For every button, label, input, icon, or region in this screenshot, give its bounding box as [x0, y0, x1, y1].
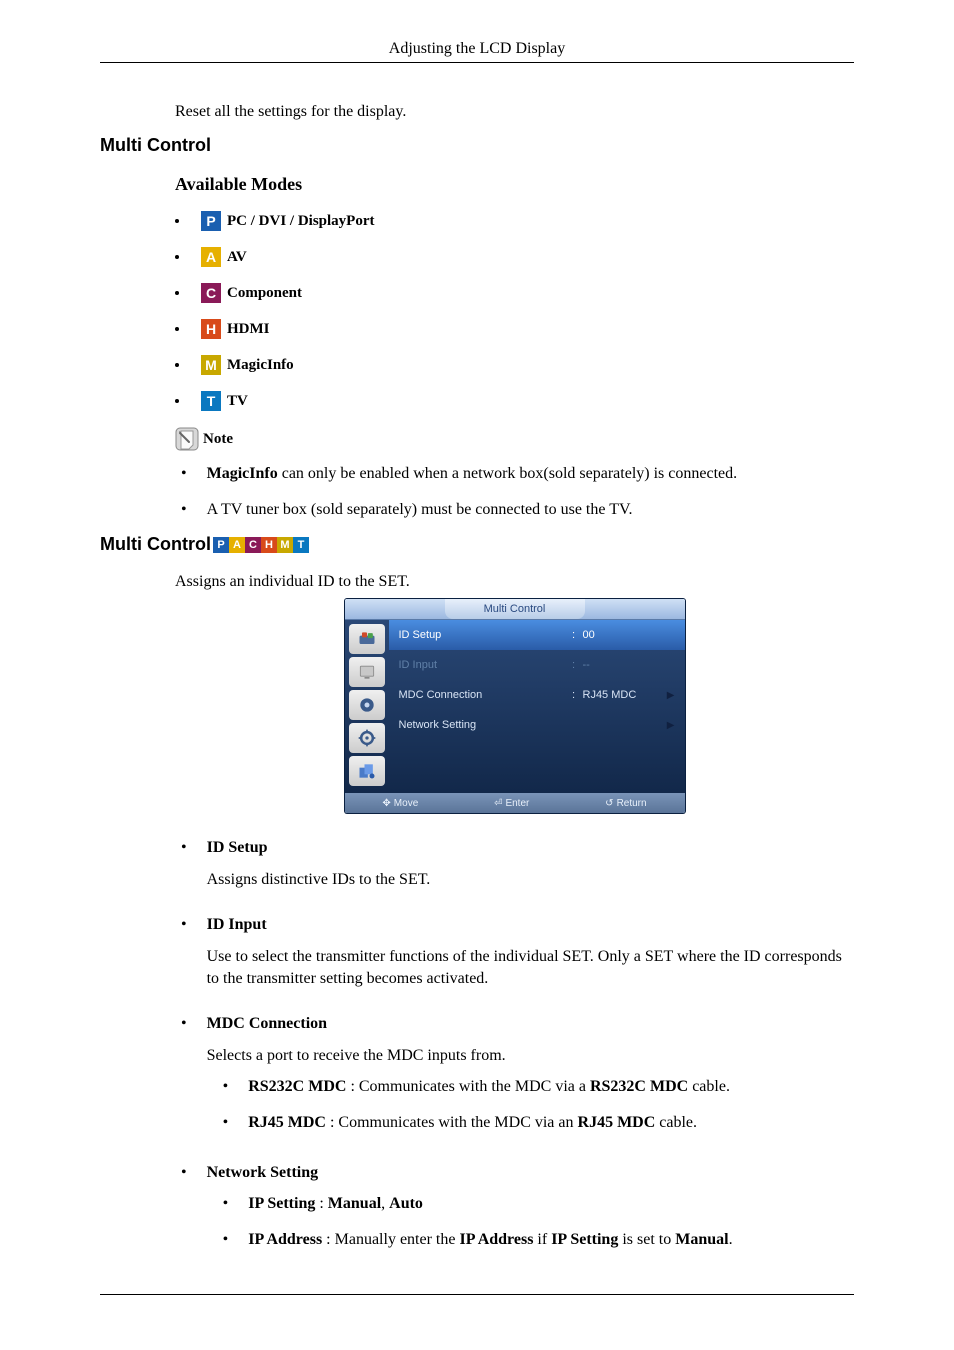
- osd-rows: ID Setup:00ID Input:--MDC Connection:RJ4…: [389, 620, 685, 793]
- mode-label: MagicInfo: [227, 357, 294, 374]
- id-setup-title: ID Setup: [207, 839, 268, 856]
- osd-side-picture-icon: [349, 657, 385, 687]
- section-multi-control: Multi Control: [100, 135, 854, 156]
- mode-label: Component: [227, 285, 302, 302]
- osd-side-input-icon: [349, 624, 385, 654]
- intro-text: Reset all the settings for the display.: [175, 103, 854, 121]
- details-list: • ID Setup Assigns distinctive IDs to th…: [175, 837, 854, 1264]
- assigns-text: Assigns an individual ID to the SET.: [175, 573, 854, 591]
- list-item: A AV: [175, 247, 854, 267]
- mode-icon: C: [201, 283, 221, 303]
- mode-label: AV: [227, 249, 247, 266]
- osd-return-hint: ↺ Return: [605, 798, 646, 809]
- id-input-title: ID Input: [207, 916, 267, 933]
- note-list: •MagicInfo can only be enabled when a ne…: [175, 463, 854, 520]
- note-label: Note: [203, 431, 233, 448]
- list-item: •IP Setting : Manual, Auto: [217, 1193, 854, 1215]
- mode-label: TV: [227, 393, 248, 410]
- section-multi-control-2: Multi Control: [100, 534, 211, 555]
- osd-side-sound-icon: [349, 690, 385, 720]
- osd-footer: ✥ Move ⏎ Enter ↺ Return: [345, 793, 685, 813]
- mode-icon: A: [201, 247, 221, 267]
- list-item: •RJ45 MDC : Communicates with the MDC vi…: [217, 1112, 854, 1134]
- mode-icon: T: [293, 537, 309, 553]
- mdc-title: MDC Connection: [207, 1015, 327, 1032]
- osd-side-setup-icon: [349, 723, 385, 753]
- list-item: • ID Setup Assigns distinctive IDs to th…: [175, 837, 854, 900]
- mode-icon: A: [229, 537, 245, 553]
- mdc-sublist: •RS232C MDC : Communicates with the MDC …: [217, 1076, 854, 1133]
- osd-row[interactable]: ID Input:--: [389, 650, 685, 680]
- mode-icon-strip: PACHMT: [213, 537, 309, 553]
- mode-icon: P: [201, 211, 221, 231]
- mode-icon: P: [213, 537, 229, 553]
- list-item: •MagicInfo can only be enabled when a ne…: [175, 463, 854, 485]
- list-item: • ID Input Use to select the transmitter…: [175, 914, 854, 999]
- list-item: •A TV tuner box (sold separately) must b…: [175, 499, 854, 521]
- osd-move-hint: ✥ Move: [382, 798, 418, 809]
- osd-row[interactable]: ID Setup:00: [389, 620, 685, 650]
- list-item: •IP Address : Manually enter the IP Addr…: [217, 1229, 854, 1251]
- net-title: Network Setting: [207, 1164, 319, 1181]
- note-icon: [175, 427, 199, 451]
- list-item: P PC / DVI / DisplayPort: [175, 211, 854, 231]
- footer-rule: [100, 1294, 854, 1295]
- osd-row[interactable]: MDC Connection:RJ45 MDC▶: [389, 680, 685, 710]
- id-input-desc: Use to select the transmitter functions …: [207, 946, 854, 989]
- list-item: •RS232C MDC : Communicates with the MDC …: [217, 1076, 854, 1098]
- mode-icon: C: [245, 537, 261, 553]
- mode-list: P PC / DVI / DisplayPort A AV C Component H HDM…: [175, 211, 854, 411]
- list-item: T TV: [175, 391, 854, 411]
- osd-side-multi-icon: [349, 756, 385, 786]
- mode-icon: M: [201, 355, 221, 375]
- available-modes-heading: Available Modes: [175, 174, 854, 195]
- net-sublist: •IP Setting : Manual, Auto •IP Address : …: [217, 1193, 854, 1250]
- mode-icon: H: [201, 319, 221, 339]
- osd-title: Multi Control: [345, 599, 685, 620]
- mode-icon: H: [261, 537, 277, 553]
- mode-label: PC / DVI / DisplayPort: [227, 213, 375, 230]
- list-item: C Component: [175, 283, 854, 303]
- osd-row[interactable]: Network Setting▶: [389, 710, 685, 740]
- list-item: H HDMI: [175, 319, 854, 339]
- mdc-desc: Selects a port to receive the MDC inputs…: [207, 1045, 854, 1067]
- page-header: Adjusting the LCD Display: [100, 40, 854, 63]
- mode-icon: T: [201, 391, 221, 411]
- id-setup-desc: Assigns distinctive IDs to the SET.: [207, 869, 854, 891]
- list-item: • MDC Connection Selects a port to recei…: [175, 1013, 854, 1147]
- list-item: M MagicInfo: [175, 355, 854, 375]
- list-item: • Network Setting •IP Setting : Manual, …: [175, 1162, 854, 1265]
- osd-menu: Multi Control ID Setup:00ID Input:--MDC …: [345, 599, 685, 813]
- osd-enter-hint: ⏎ Enter: [494, 798, 529, 809]
- mode-icon: M: [277, 537, 293, 553]
- osd-sidebar: [345, 620, 389, 793]
- mode-label: HDMI: [227, 321, 270, 338]
